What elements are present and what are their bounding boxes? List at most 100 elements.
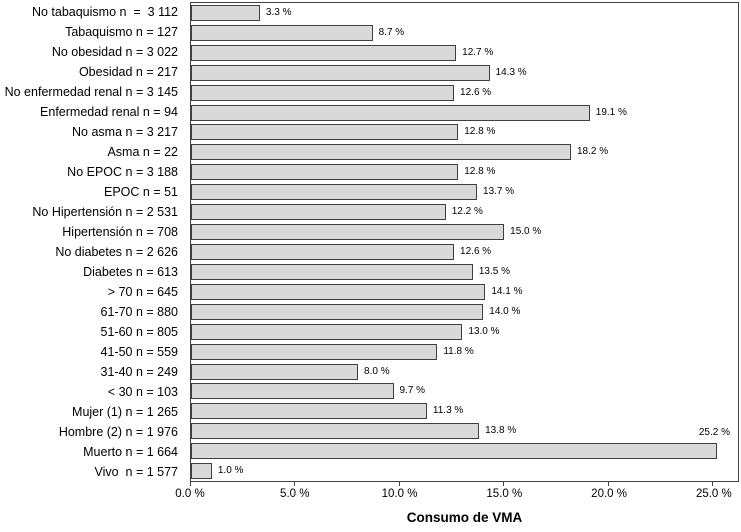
category-axis: No tabaquismo n = 3 112 Tabaquismo n = 12… — [0, 2, 184, 482]
axis-tick-label: 25.0 % — [695, 488, 732, 500]
axis-tick-mark — [398, 481, 400, 486]
value-label: 13.0 % — [468, 325, 500, 337]
bar — [191, 124, 459, 141]
bar-row: 9.7 % — [191, 382, 738, 402]
value-label: 12.8 % — [464, 126, 496, 138]
value-label: 11.8 % — [443, 345, 474, 357]
value-label: 8.0 % — [364, 365, 390, 377]
value-label: 14.3 % — [495, 66, 527, 78]
category-label: Hombre (2) n = 1 976 — [58, 424, 178, 439]
category-label: 51-60 n = 805 — [100, 324, 179, 339]
bar-row: 8.7 % — [191, 23, 738, 43]
bar — [191, 443, 718, 460]
value-label: 12.8 % — [464, 166, 496, 178]
x-axis: 0.0 % 5.0 % 10.0 % 15.0 % 20.0 % 25.0 % — [175, 488, 739, 504]
value-label: 1.0 % — [217, 465, 244, 477]
bar — [191, 403, 427, 420]
value-label: 12.7 % — [462, 46, 494, 58]
axis-tick-label: 20.0 % — [591, 488, 627, 500]
axis-tick-mark — [190, 481, 191, 486]
bar-row: 1.0 % — [191, 461, 738, 481]
axis-tick-label: 10.0 % — [381, 488, 418, 500]
bar — [191, 4, 260, 21]
category-label: Tabaquismo n = 127 — [65, 24, 178, 39]
bar — [191, 343, 438, 360]
axis-tick-mark — [294, 481, 296, 486]
bar — [191, 64, 490, 81]
bar — [191, 24, 373, 41]
bar-row: 12.7 % — [191, 43, 738, 63]
category-label: No asma n = 3 217 — [72, 124, 178, 139]
bar-row: 11.8 % — [191, 342, 738, 362]
bar — [191, 323, 463, 340]
plot-area: 3.3 % 8.7 % 12.7 % 14.3 % 12.6 % 19.1 % 12.8 %… — [190, 2, 739, 486]
bar — [191, 263, 473, 280]
value-label: 25.2 % — [698, 427, 730, 438]
bar — [191, 244, 455, 261]
x-axis-title: Consumo de VMA — [406, 510, 523, 525]
category-label: No tabaquismo n = 3 112 — [31, 4, 178, 19]
bar-row: 11.3 % — [191, 401, 738, 421]
value-label: 13.7 % — [483, 186, 515, 198]
category-label: Enfermedad renal n = 94 — [40, 104, 178, 119]
bar-row: 3.3 % — [191, 3, 738, 23]
value-label: 15.0 % — [510, 226, 542, 238]
value-label: 18.2 % — [576, 146, 609, 158]
bar — [191, 423, 480, 440]
axis-tick-mark — [711, 481, 713, 486]
bar — [191, 463, 212, 480]
bar-row: 15.0 % — [191, 222, 738, 242]
bar — [191, 184, 478, 201]
category-label: No enfermedad renal n = 3 145 — [4, 84, 178, 99]
value-label: 13.8 % — [485, 425, 517, 437]
axis-tick-label: 0.0 % — [175, 488, 205, 500]
category-label: Mujer (1) n = 1 265 — [72, 404, 178, 419]
bar — [191, 383, 394, 400]
value-label: 14.1 % — [491, 285, 523, 297]
bar-row: 19.1 % — [191, 103, 738, 123]
value-label: 3.3 % — [265, 6, 292, 18]
axis-tick-mark — [607, 481, 609, 486]
value-label: 13.5 % — [478, 265, 510, 277]
category-label: No Hipertensión n = 2 531 — [32, 204, 178, 219]
bar — [191, 303, 484, 320]
value-label: 8.7 % — [378, 26, 405, 38]
bar-row: 14.1 % — [191, 282, 738, 302]
bar-row: 13.7 % — [191, 182, 738, 202]
bar — [191, 204, 446, 221]
axis-tick-label: 15.0 % — [486, 488, 523, 500]
value-label: 12.6 % — [460, 246, 492, 258]
bar-rows: 3.3 % 8.7 % 12.7 % 14.3 % 12.6 % 19.1 % 12.8 %… — [191, 3, 738, 481]
bar-row: 12.8 % — [191, 162, 738, 182]
category-label: < 30 n = 103 — [107, 384, 178, 399]
bar-row: 14.3 % — [191, 63, 738, 83]
value-label: 11.3 % — [432, 405, 464, 417]
value-label: 9.7 % — [399, 385, 426, 397]
category-label: Vivo n = 1 577 — [94, 464, 178, 479]
bar — [191, 363, 359, 380]
bar-row — [191, 441, 738, 461]
bar-row: 13.8 % — [191, 421, 738, 441]
bar-row: 18.2 % — [191, 142, 738, 162]
category-label: Muerto n = 1 664 — [83, 444, 178, 459]
category-label: 41-50 n = 559 — [100, 344, 179, 359]
category-label: No EPOC n = 3 188 — [67, 164, 178, 179]
category-label: 31-40 n = 249 — [100, 364, 179, 379]
bar — [191, 164, 459, 181]
bar-row: 12.8 % — [191, 123, 738, 143]
category-label: No diabetes n = 2 626 — [55, 244, 178, 259]
category-label: EPOC n = 51 — [104, 184, 178, 199]
category-label: Diabetes n = 613 — [83, 264, 178, 279]
category-label: > 70 n = 645 — [107, 284, 178, 299]
value-label: 12.2 % — [451, 206, 483, 218]
category-label: 61-70 n = 880 — [100, 304, 179, 319]
bar-row: 13.5 % — [191, 262, 738, 282]
bar-row: 12.6 % — [191, 83, 738, 103]
bar — [191, 283, 486, 300]
bar-row: 12.6 % — [191, 242, 738, 262]
axis-tick-mark — [503, 481, 505, 486]
value-label: 19.1 % — [595, 106, 627, 118]
bar — [191, 44, 457, 61]
bar — [191, 84, 455, 101]
value-label: 12.6 % — [460, 86, 492, 98]
